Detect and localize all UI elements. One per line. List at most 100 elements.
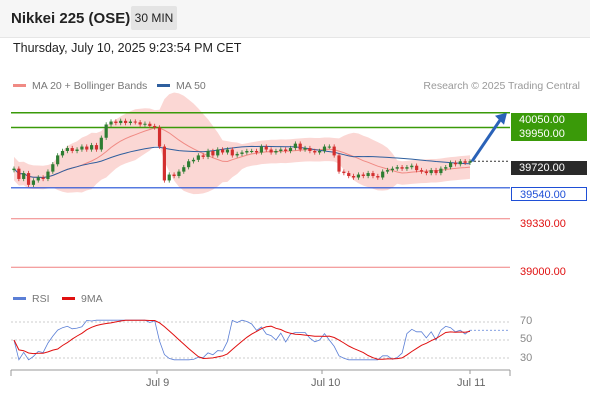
candle-body [347,173,351,177]
candle-body [371,173,375,177]
bollinger-band [14,92,470,195]
candle-body [434,170,438,174]
candle-body [264,146,268,150]
candle-body [439,168,443,174]
candle-body [385,170,390,172]
candle-body [12,168,16,171]
candle-body [250,150,254,152]
candle-body [41,177,45,179]
candle-body [381,171,385,178]
candle-body [191,159,196,162]
legend-swatch-rsi [13,296,26,300]
candle-body [332,146,336,156]
candle-body [104,124,108,138]
legend-rsi: RSI [13,293,50,305]
candle-body [245,150,249,153]
pivot-label: 39540.00 [511,187,587,201]
candle-body [390,168,394,171]
legend-ma20-bollinger: MA 20 + Bollinger Bands [13,80,147,92]
candle-body [46,171,50,179]
candle-body [85,146,89,150]
x-label-jul10: Jul 10 [311,377,341,389]
forecast-arrow-shaft [470,117,503,163]
candle-body [133,121,137,123]
ma50-line [13,145,471,179]
candle-body [303,148,307,150]
candle-body [318,150,322,153]
candle-body [444,167,448,169]
candle-body [167,174,171,181]
candle-body [468,161,472,163]
forecast-arrow-head [495,112,507,125]
candle-body [128,121,133,124]
candle-body [187,161,191,168]
candle-body [123,120,128,124]
candle-body [429,170,433,174]
candle-body [356,174,361,178]
candle-body [225,149,230,153]
candle-body [211,150,215,156]
interval-button[interactable]: 30 MIN [131,6,177,30]
candle-body [308,148,312,151]
candle-body [22,173,26,179]
candle-body [322,146,327,151]
candle-body [361,174,365,177]
candle-body [419,170,424,172]
candle-body [327,146,331,148]
candle-body [65,148,69,151]
legend-label-ma20: MA 20 + Bollinger Bands [32,80,148,92]
candle-body [114,121,118,124]
legend-label-9ma: 9MA [81,293,103,305]
candle-body [31,180,36,185]
last-price-label: 39720.00 [511,161,587,175]
candle-body [70,148,74,151]
candle-body [75,149,79,151]
candle-body [80,146,84,150]
candle-body [395,167,399,169]
candle-body [337,155,341,172]
candle-body [458,161,462,165]
candle-body [94,145,99,150]
legend-swatch-9ma [62,296,75,300]
candle-body [415,165,419,171]
candle-body [240,152,244,154]
candle-body [254,150,259,153]
candle-body [216,149,220,156]
candle-body [201,155,205,157]
candle-body [196,155,200,160]
candle-body [119,120,123,124]
candle-body [448,162,453,168]
legend-9ma: 9MA [62,293,103,305]
candle-body [293,143,297,149]
rsi-tick-70: 70 [520,315,533,327]
candle-body [284,149,288,151]
rsi-9ma-line [13,319,471,360]
header-bar: Nikkei 225 (OSE) 30 MIN [0,0,590,38]
candle-body [90,145,94,150]
candle-body [453,162,458,165]
candle-body [351,176,356,178]
candle-body [235,153,239,156]
candle-body [51,164,55,172]
candle-body [410,165,414,168]
candle-body [157,127,162,147]
timestamp: Thursday, July 10, 2025 9:23:54 PM CET [13,41,242,55]
candle-body [26,173,31,185]
instrument-title: Nikkei 225 (OSE) [11,10,131,27]
candle-body [177,171,181,177]
candle-body [366,173,370,177]
candle-body [206,150,210,157]
candle-body [17,168,21,179]
candle-body [400,167,404,169]
candle-body [424,171,428,174]
x-label-jul11: Jul 11 [457,377,486,389]
candle-body [342,171,346,174]
legend-label-rsi: RSI [32,293,50,305]
candle-body [376,176,380,178]
candle-body [288,148,293,151]
candle-body [56,155,60,165]
rsi-tick-30: 30 [520,352,533,364]
resistance-1-label: 39950.00 [511,127,587,141]
candle-body [405,167,409,169]
